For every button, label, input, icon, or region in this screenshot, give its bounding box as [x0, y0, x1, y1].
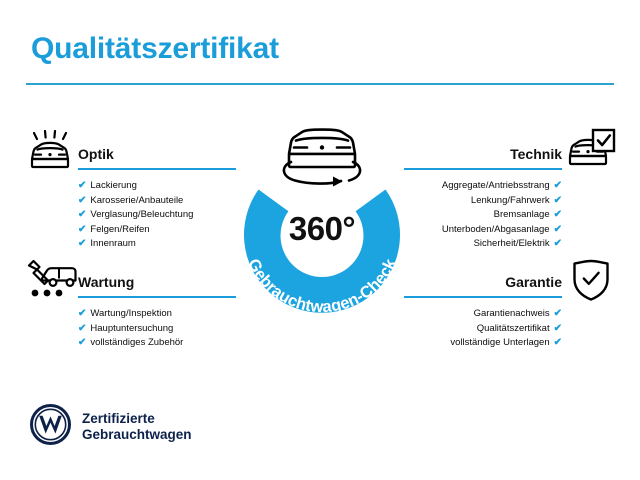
car-wrench-service-icon [26, 258, 78, 303]
check-icon: ✔ [553, 308, 562, 320]
list-item: ✔ vollständiges Zubehör [78, 336, 236, 351]
footer-brand-text: Zertifizierte Gebrauchtwagen [82, 411, 192, 443]
list-item-label: Hauptuntersuchung [90, 322, 174, 334]
list-item-label: vollständige Unterlagen [450, 337, 550, 348]
footer-brand-logo: Zertifizierte Gebrauchtwagen [30, 404, 192, 450]
list-item-label: Lenkung/Fahrwerk [470, 194, 550, 206]
section-optik-divider [78, 168, 236, 170]
list-item-label: Wartung/Inspektion [90, 308, 172, 319]
section-technik-title: Technik [510, 146, 562, 162]
check-icon: ✔ [78, 194, 87, 206]
list-item: Sicherheit/Elektrik ✔ [404, 237, 562, 252]
section-garantie: Garantie Garantienachweis ✔ Qualitätszer… [404, 275, 562, 351]
list-item-label: Karosserie/Anbauteile [90, 194, 184, 206]
section-optik-list: ✔ Lackierung ✔ Karosserie/Anbauteile ✔ V… [78, 179, 236, 252]
list-item-label: Bremsanlage [493, 209, 550, 220]
section-garantie-list: Garantienachweis ✔ Qualitätszertifikat ✔… [404, 307, 562, 351]
list-item-label: Unterboden/Abgasanlage [441, 223, 550, 235]
check-icon: ✔ [553, 223, 562, 235]
check-icon: ✔ [78, 337, 87, 349]
list-item: Lenkung/Fahrwerk ✔ [404, 194, 562, 209]
shield-check-icon [570, 258, 612, 307]
check-icon: ✔ [553, 209, 562, 221]
list-item-label: Garantienachweis [473, 308, 550, 319]
check-icon: ✔ [78, 308, 87, 320]
car-shine-icon [26, 129, 74, 177]
list-item-label: Innenraum [90, 238, 136, 249]
check-icon: ✔ [553, 337, 562, 349]
section-technik: Technik Aggregate/Antriebsstrang ✔ Lenku… [404, 147, 562, 252]
list-item: ✔ Wartung/Inspektion [78, 307, 236, 322]
volkswagen-logo-icon [30, 404, 71, 450]
header-divider [26, 83, 614, 85]
list-item-label: vollständiges Zubehör [90, 337, 184, 348]
section-optik-title: Optik [78, 146, 114, 162]
list-item: Qualitätszertifikat ✔ [404, 322, 562, 337]
section-technik-divider [404, 168, 562, 170]
footer-brand-line2: Gebrauchtwagen [82, 427, 192, 442]
list-item-label: Aggregate/Antriebsstrang [441, 180, 550, 191]
list-item: ✔ Felgen/Reifen [78, 223, 236, 238]
list-item-label: Lackierung [90, 180, 137, 191]
section-optik: Optik ✔ Lackierung ✔ Karosserie/Anbautei… [78, 147, 236, 252]
section-wartung-list: ✔ Wartung/Inspektion ✔ Hauptuntersuchung… [78, 307, 236, 351]
list-item-label: Qualitätszertifikat [476, 322, 550, 334]
list-item: ✔ Hauptuntersuchung [78, 322, 236, 337]
list-item-label: Felgen/Reifen [90, 223, 150, 235]
section-garantie-divider [404, 296, 562, 298]
badge-value: 360° [288, 210, 356, 247]
section-technik-list: Aggregate/Antriebsstrang ✔ Lenkung/Fahrw… [404, 179, 562, 252]
list-item: Bremsanlage ✔ [404, 208, 562, 223]
list-item: ✔ Karosserie/Anbauteile [78, 194, 236, 209]
check-icon: ✔ [78, 223, 87, 235]
section-wartung-divider [78, 296, 236, 298]
section-wartung-title: Wartung [78, 274, 135, 290]
section-wartung: Wartung ✔ Wartung/Inspektion ✔ Hauptunte… [78, 275, 236, 351]
car-checkbox-icon [566, 128, 616, 177]
check-icon: ✔ [78, 180, 87, 192]
check-icon: ✔ [553, 194, 562, 206]
footer-brand-line1: Zertifizierte [82, 411, 155, 426]
check-icon: ✔ [78, 322, 87, 334]
check-icon: ✔ [78, 209, 87, 221]
list-item: Aggregate/Antriebsstrang ✔ [404, 179, 562, 194]
list-item-label: Sicherheit/Elektrik [473, 238, 550, 249]
list-item: ✔ Innenraum [78, 237, 236, 252]
check-icon: ✔ [78, 238, 87, 250]
list-item: Garantienachweis ✔ [404, 307, 562, 322]
list-item: ✔ Lackierung [78, 179, 236, 194]
list-item: ✔ Verglasung/Beleuchtung [78, 208, 236, 223]
list-item: Unterboden/Abgasanlage ✔ [404, 223, 562, 238]
page-title: Qualitätszertifikat [31, 32, 279, 65]
badge-360-gebrauchtwagen-check: Gebrauchtwagen-Check 360° [222, 112, 422, 322]
check-icon: ✔ [553, 322, 562, 334]
list-item-label: Verglasung/Beleuchtung [90, 209, 194, 220]
check-icon: ✔ [553, 180, 562, 192]
check-icon: ✔ [553, 238, 562, 250]
section-garantie-title: Garantie [505, 274, 562, 290]
list-item: vollständige Unterlagen ✔ [404, 336, 562, 351]
